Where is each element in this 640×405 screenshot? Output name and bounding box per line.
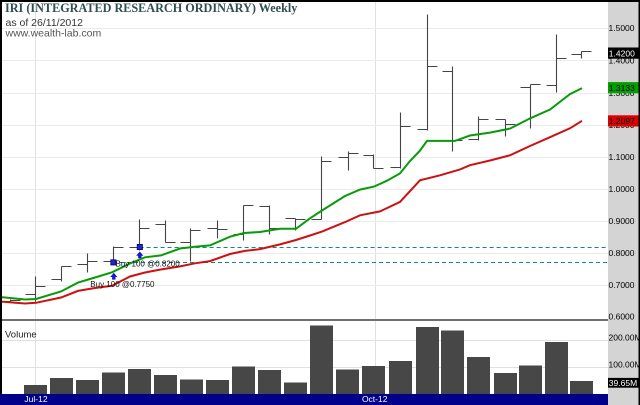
- svg-text:Buy 100 @0.7750: Buy 100 @0.7750: [90, 280, 155, 289]
- svg-text:Volume: Volume: [5, 330, 37, 341]
- svg-text:IRI (INTEGRATED RESEARCH ORDIN: IRI (INTEGRATED RESEARCH ORDINARY) Weekl…: [5, 1, 297, 15]
- svg-text:0.7000: 0.7000: [609, 280, 635, 290]
- svg-text:as of 26/11/2012: as of 26/11/2012: [6, 17, 84, 29]
- svg-text:39.65M: 39.65M: [609, 378, 637, 388]
- svg-text:0.9000: 0.9000: [609, 216, 635, 226]
- svg-text:1.4000: 1.4000: [609, 56, 635, 66]
- svg-text:Buy 100 @0.8200: Buy 100 @0.8200: [116, 259, 181, 268]
- svg-text:www.wealth-lab.com: www.wealth-lab.com: [5, 27, 102, 39]
- svg-text:1.1000: 1.1000: [609, 152, 635, 162]
- svg-text:0.6000: 0.6000: [609, 312, 635, 322]
- svg-text:Jul-12: Jul-12: [24, 394, 47, 404]
- svg-text:0.8000: 0.8000: [609, 248, 635, 258]
- svg-text:1.2097: 1.2097: [609, 116, 635, 126]
- svg-text:Oct-12: Oct-12: [362, 394, 388, 404]
- svg-text:1.0000: 1.0000: [609, 184, 635, 194]
- svg-text:1.5000: 1.5000: [609, 23, 635, 33]
- svg-text:1.4200: 1.4200: [609, 48, 635, 58]
- svg-text:100.00M: 100.00M: [609, 360, 640, 370]
- svg-text:1.3133: 1.3133: [609, 83, 635, 93]
- svg-text:200.00M: 200.00M: [609, 333, 640, 343]
